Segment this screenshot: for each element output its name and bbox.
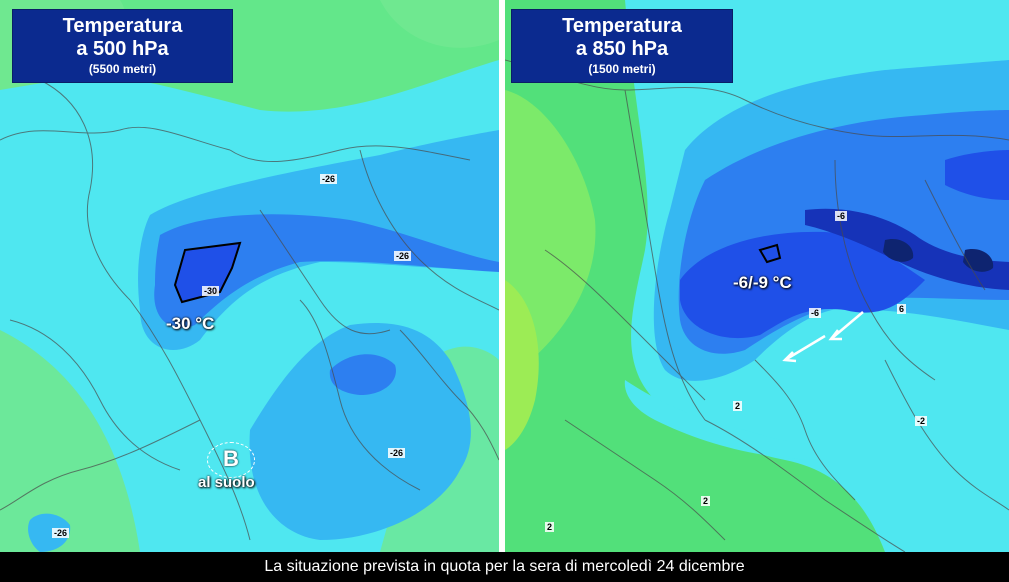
isotherm-label: 2	[701, 496, 711, 506]
isotherm-label: 2	[545, 522, 555, 532]
panel-divider	[499, 0, 505, 552]
temperature-map-850hpa	[505, 0, 1009, 552]
title-line-2: a 500 hPa	[76, 38, 169, 60]
isotherm-label: 2	[733, 401, 743, 411]
isotherm-label: -26	[320, 174, 338, 184]
title-box-850hpa: Temperatura a 850 hPa (1500 metri)	[511, 9, 733, 83]
title-line-1: Temperatura	[562, 15, 682, 37]
isotherm-label: -26	[52, 528, 70, 538]
title-line-3: (5500 metri)	[88, 62, 157, 76]
figure-caption: La situazione prevista in quota per la s…	[0, 552, 1009, 582]
isotherm-label: -6	[809, 308, 822, 318]
core-temperature-label: -6/-9 °C	[733, 273, 792, 292]
map-panel-850hpa: Temperatura a 850 hPa (1500 metri) -6 -6…	[505, 0, 1009, 552]
low-pressure-label: al suolo	[198, 474, 255, 491]
isotherm-label: 6	[897, 304, 907, 314]
isotherm-label: -30	[202, 286, 220, 296]
isotherm-label: -26	[394, 251, 412, 261]
map-panel-500hpa: Temperatura a 500 hPa (5500 metri) -26 -…	[0, 0, 499, 552]
low-pressure-marker: B	[207, 442, 255, 478]
isotherm-label: -6	[835, 211, 848, 221]
low-pressure-letter: B	[223, 446, 239, 471]
title-line-3: (1500 metri)	[588, 62, 656, 76]
title-line-2: a 850 hPa	[575, 38, 669, 60]
core-temperature-label: -30 °C	[166, 314, 215, 333]
isotherm-label: -2	[915, 416, 928, 426]
isotherm-label: -26	[388, 448, 406, 458]
title-line-1: Temperatura	[62, 15, 183, 37]
title-box-500hpa: Temperatura a 500 hPa (5500 metri)	[12, 9, 233, 83]
